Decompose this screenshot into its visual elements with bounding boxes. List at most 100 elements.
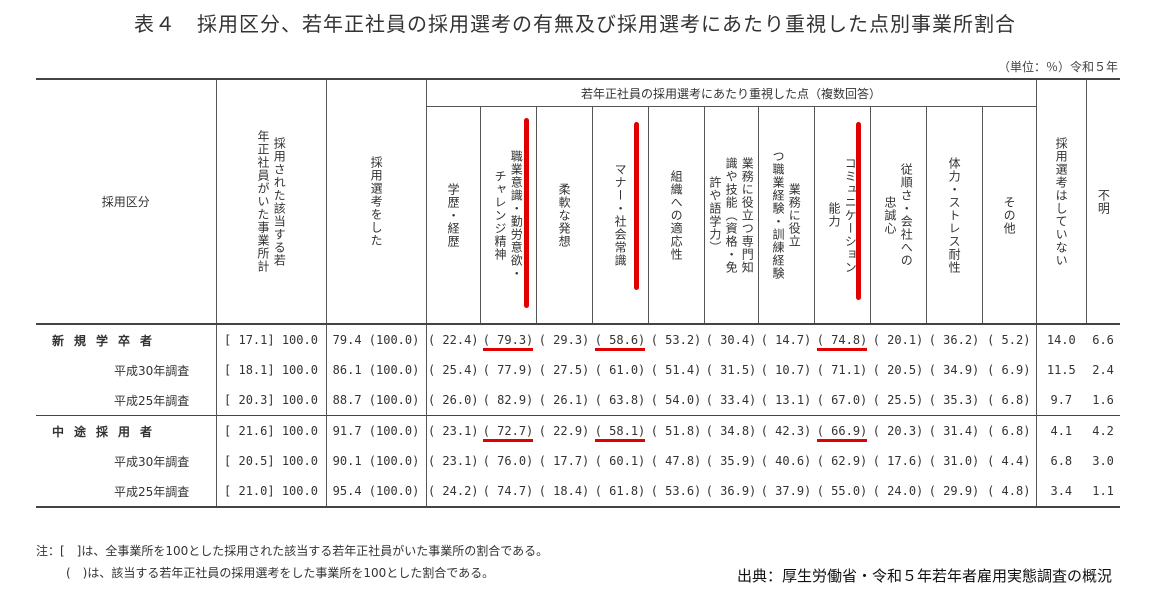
- cell-item-9: ( 36.2): [928, 333, 980, 347]
- cell-item-0: ( 23.1): [425, 415, 480, 446]
- cell-unknown: 4.2: [1086, 415, 1121, 446]
- cell-no-selection: 9.7: [1035, 385, 1087, 416]
- cell-item-5: ( 35.9): [705, 454, 757, 468]
- cell-item-3: ( 60.1): [594, 454, 646, 468]
- cell-item-4: ( 53.6): [648, 476, 704, 508]
- cell-item-7: ( 66.9): [814, 415, 870, 446]
- row-label: 平成25年調査: [36, 476, 216, 508]
- cell-item-3: ( 61.8): [592, 476, 648, 508]
- row-label: 平成30年調査: [114, 454, 190, 469]
- cell-item-2: ( 27.5): [538, 363, 590, 377]
- source-credit: 出典：厚生労働省・令和５年若年者雇用実態調査の概況: [736, 567, 1112, 585]
- header-selection-text: 採用選考をした: [369, 156, 384, 247]
- cell-item-9: ( 31.0): [928, 454, 980, 468]
- cell-item-5: ( 30.4): [705, 333, 757, 347]
- highlight-underline: ( 66.9): [816, 424, 868, 442]
- page-title: 表４ 採用区分、若年正社員の採用選考の有無及び採用選考にあたり重視した点別事業所…: [134, 12, 1016, 36]
- header-item-7: コミュニケーション 能力: [813, 106, 870, 324]
- highlight-underline: ( 72.7): [482, 424, 534, 442]
- cell-establishments: [ 20.3] 100.0: [215, 385, 326, 416]
- cell-item-10: ( 4.4): [987, 454, 1031, 468]
- cell-item-8: ( 17.6): [872, 454, 924, 468]
- header-item-9: 体力・ストレス耐性: [925, 106, 982, 324]
- notes: 注：[ ]は、全事業所を100とした採用された該当する若年正社員がいた事業所の割…: [36, 540, 548, 584]
- table-row: 平成30年調査[ 20.5] 100.0 90.1 (100.0)( 23.1)(…: [36, 446, 1120, 476]
- cell-item-6: ( 40.6): [760, 454, 812, 468]
- cell-item-6: ( 10.7): [760, 363, 812, 377]
- cell-item-9: ( 35.3): [928, 393, 980, 407]
- cell-no-selection: 6.8: [1035, 446, 1087, 476]
- header-item-2: 柔軟な発想: [535, 106, 592, 324]
- highlight-bar-2: [634, 122, 639, 290]
- header-establishments: 採用された該当する若 年正社員がいた事業所計: [215, 78, 326, 324]
- row-label: 平成25年調査: [114, 393, 190, 408]
- cell-item-3: ( 61.0): [594, 363, 646, 377]
- header-item-0: 学歴・経歴: [425, 106, 480, 324]
- cell-establishments: [ 21.0] 100.0: [215, 476, 326, 508]
- table-row: 中途採用者[ 21.6] 100.0 91.7 (100.0)( 23.1)( 7…: [36, 415, 1121, 446]
- cell-item-10: ( 6.9): [987, 363, 1031, 377]
- cell-item-1: ( 74.7): [480, 476, 536, 508]
- data-table: 採用区分 採用された該当する若 年正社員がいた事業所計 採用選考をした 若年正社…: [36, 78, 1121, 508]
- cell-unknown: 6.6: [1092, 333, 1114, 347]
- cell-item-0: ( 23.1): [425, 446, 480, 476]
- cell-item-1: ( 72.7): [480, 415, 536, 446]
- note-1: 注：[ ]は、全事業所を100とした採用された該当する若年正社員がいた事業所の割…: [36, 544, 549, 558]
- cell-item-2: ( 26.1): [538, 393, 590, 407]
- cell-item-8: ( 20.5): [872, 363, 924, 377]
- cell-unknown: 3.0: [1092, 454, 1114, 468]
- header-establishments-text: 採用された該当する若 年正社員がいた事業所計: [256, 130, 287, 273]
- cell-item-3: ( 63.8): [594, 393, 646, 407]
- cell-establishments: [ 20.5] 100.0: [215, 446, 326, 476]
- header-item-8: 従順さ・会社への 忠誠心: [869, 106, 926, 324]
- cell-item-0: ( 26.0): [425, 385, 480, 416]
- unit-label: （単位：％）令和５年: [997, 60, 1118, 74]
- header-item-5: 業務に役立つ専門知 識や技能（資格・免 許や語学力）: [703, 106, 758, 324]
- cell-item-9: ( 31.4): [926, 415, 982, 446]
- note-2: ( )は、該当する若年正社員の採用選考をした事業所を100とした割合である。: [66, 566, 495, 580]
- cell-item-9: ( 34.9): [928, 363, 980, 377]
- cell-item-8: ( 20.3): [870, 415, 926, 446]
- cell-selection: 88.7 (100.0): [325, 385, 426, 416]
- cell-item-10: ( 5.2): [987, 333, 1031, 347]
- header-group: 若年正社員の採用選考にあたり重視した点（複数回答）: [425, 78, 1037, 107]
- cell-selection: 95.4 (100.0): [325, 476, 426, 508]
- cell-unknown: 1.6: [1092, 393, 1114, 407]
- highlight-bar-3: [856, 122, 861, 300]
- cell-item-7: ( 71.1): [816, 363, 868, 377]
- cell-item-7: ( 67.0): [816, 393, 868, 407]
- header-item-4: 組織への適応性: [647, 106, 704, 324]
- row-label: 平成30年調査: [114, 363, 190, 378]
- header-no-selection: 採用選考はしていない: [1035, 78, 1087, 324]
- cell-no-selection: 14.0: [1035, 325, 1087, 355]
- cell-item-0: ( 25.4): [425, 355, 480, 385]
- cell-item-2: ( 18.4): [536, 476, 592, 508]
- table-row: 平成30年調査[ 18.1] 100.0 86.1 (100.0)( 25.4)(…: [36, 355, 1120, 385]
- highlight-underline: ( 58.6): [594, 333, 646, 351]
- header-selection: 採用選考をした: [325, 78, 426, 324]
- cell-item-10: ( 6.8): [987, 393, 1031, 407]
- cell-item-5: ( 36.9): [704, 476, 758, 508]
- cell-item-1: ( 76.0): [482, 454, 534, 468]
- cell-item-8: ( 24.0): [870, 476, 926, 508]
- table-row: 平成25年調査 [ 20.3] 100.0 88.7 (100.0)( 26.0) (…: [36, 385, 1120, 416]
- row-label: 新規学卒者: [52, 333, 163, 348]
- cell-selection: 79.4 (100.0): [325, 325, 426, 355]
- highlight-underline: ( 74.8): [816, 333, 868, 351]
- cell-establishments: [ 18.1] 100.0: [215, 355, 326, 385]
- row-label: 中途採用者: [36, 415, 216, 446]
- cell-item-10: ( 4.8): [982, 476, 1037, 508]
- cell-no-selection: 4.1: [1035, 415, 1087, 446]
- cell-item-4: ( 54.0): [650, 393, 702, 407]
- header-item-3: マナー・社会常識: [591, 106, 648, 324]
- cell-item-6: ( 37.9): [758, 476, 814, 508]
- header-item-6: 業務に役立 つ職業経験・訓練経験: [757, 106, 814, 324]
- cell-item-10: ( 6.8): [982, 415, 1037, 446]
- cell-item-3: ( 58.6): [592, 325, 648, 355]
- header-item-10: その他: [981, 106, 1037, 324]
- cell-item-9: ( 29.9): [926, 476, 982, 508]
- cell-establishments: [ 21.6] 100.0: [215, 415, 326, 446]
- cell-selection: 90.1 (100.0): [325, 446, 426, 476]
- cell-item-4: ( 51.8): [648, 415, 704, 446]
- cell-item-4: ( 51.4): [650, 363, 702, 377]
